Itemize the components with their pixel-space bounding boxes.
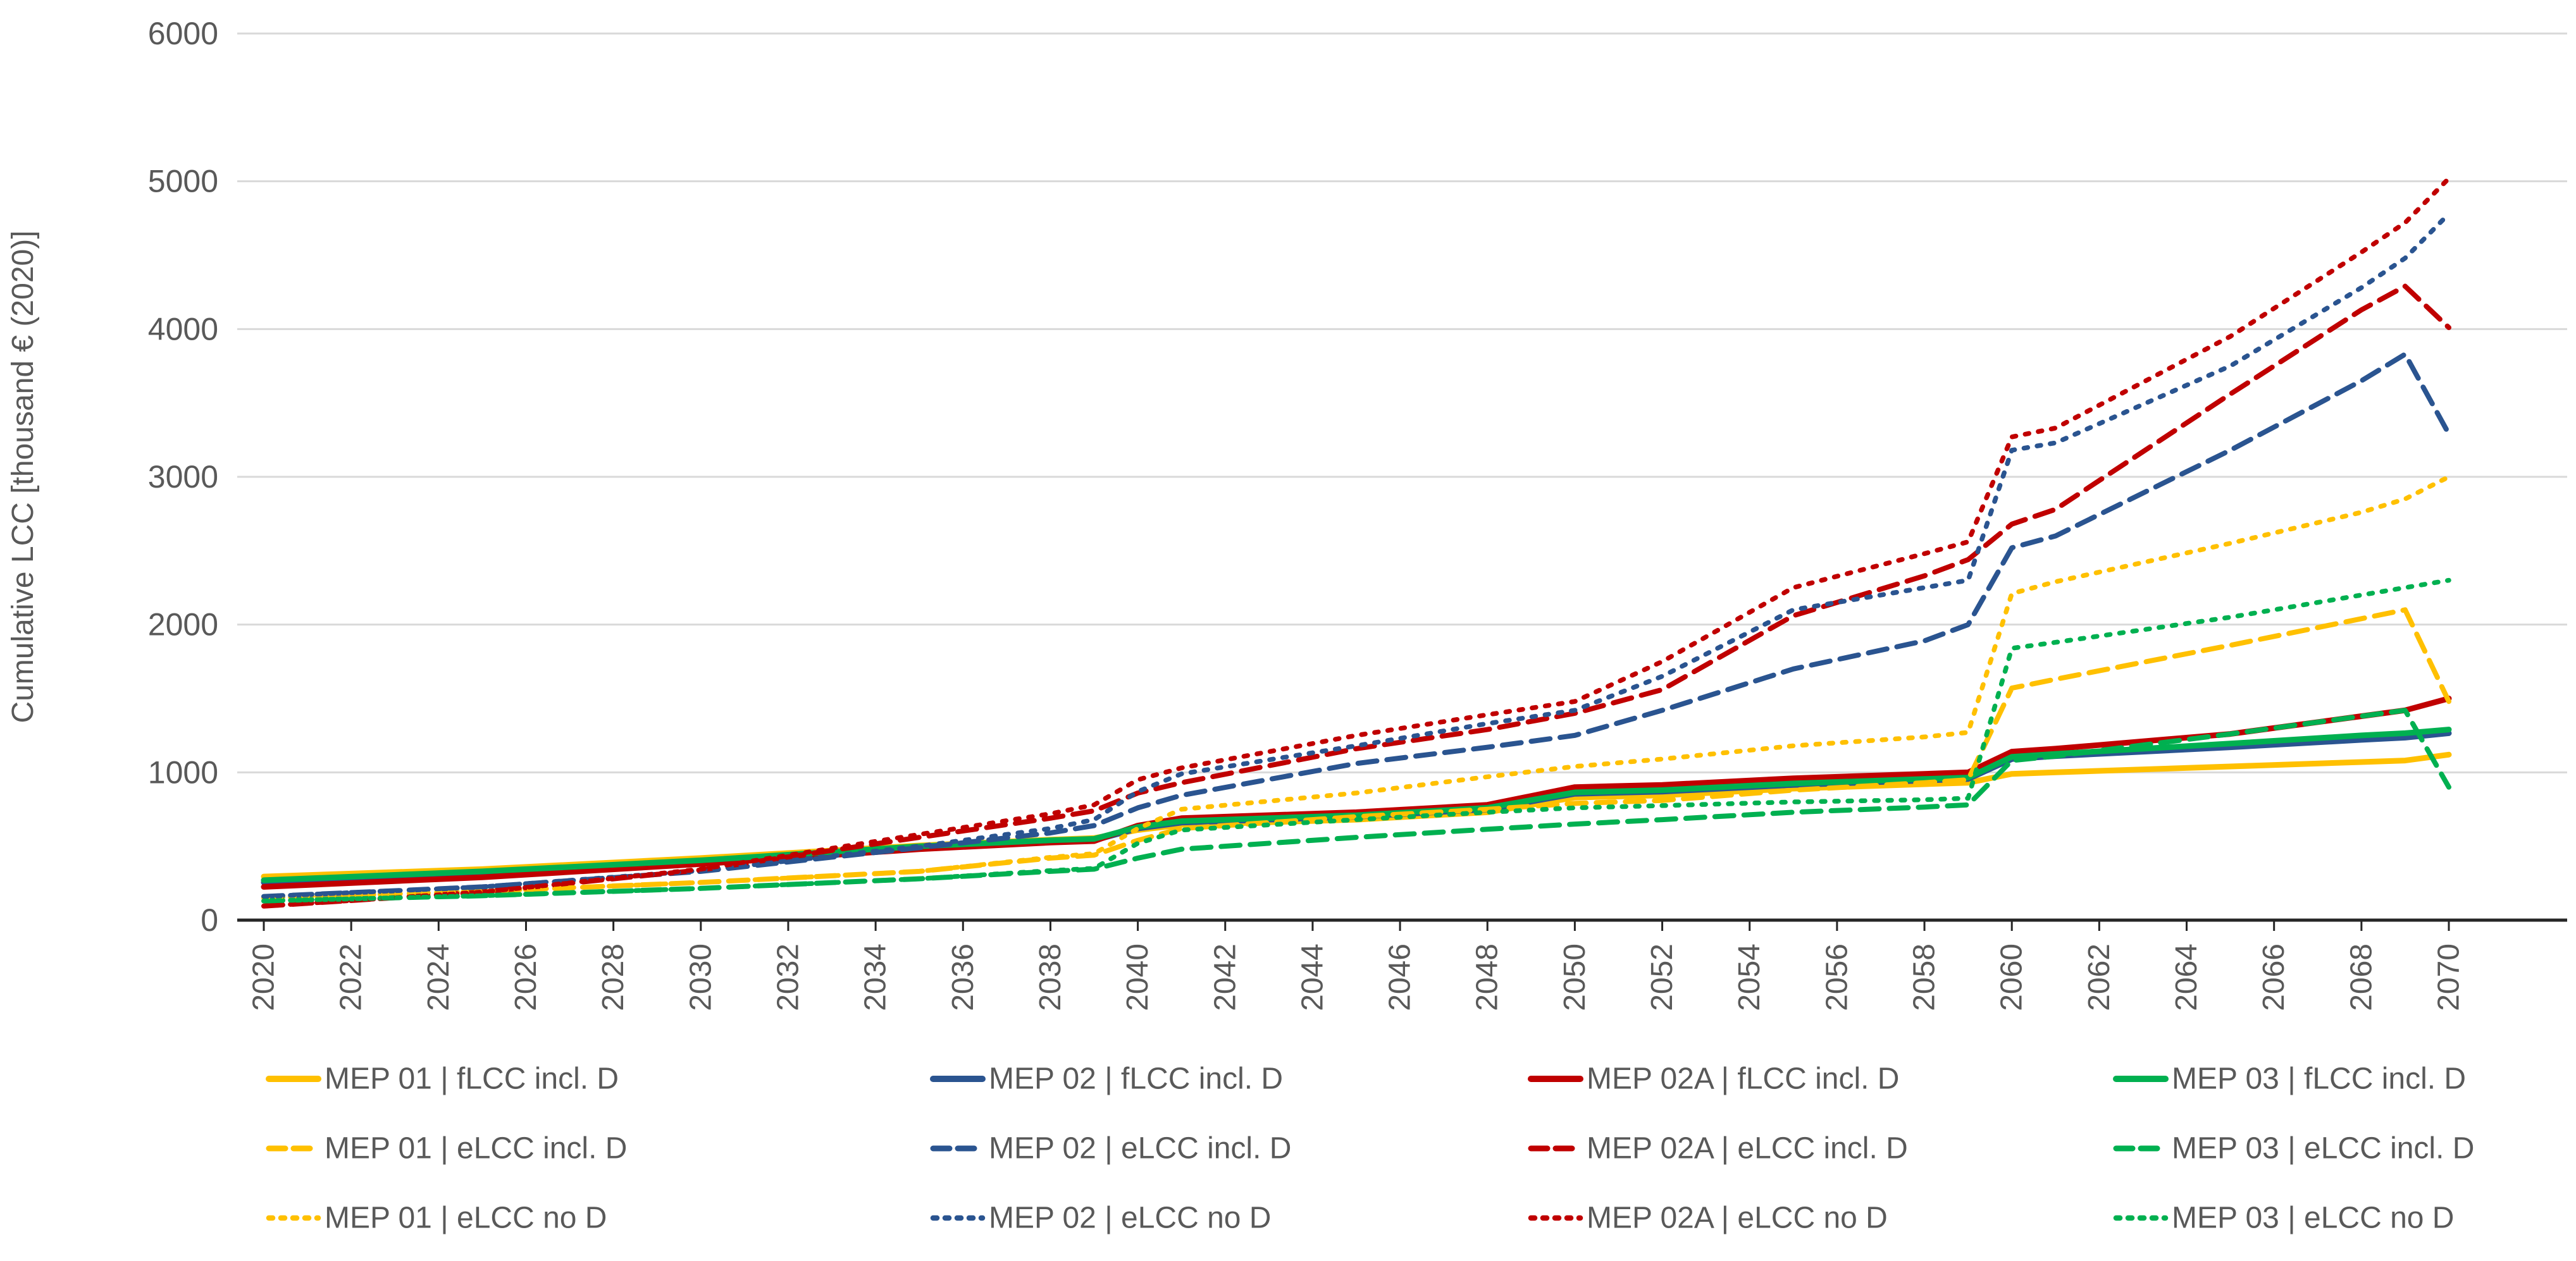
series-line-mep-02-flcc-incl-d[interactable] bbox=[261, 730, 2452, 885]
x-tick-label-2064: 2064 bbox=[2170, 944, 2203, 1011]
y-axis-title: Cumulative LCC [thousand € (2020)] bbox=[6, 230, 40, 723]
y-axis-tick-labels: 0 1000 2000 3000 4000 5000 6000 bbox=[148, 16, 218, 938]
x-tick-label-2034: 2034 bbox=[859, 944, 893, 1011]
x-tick-label-2020: 2020 bbox=[247, 944, 281, 1011]
legend-item-mep-03-flcc-incl-d[interactable]: MEP 03 | fLCC incl. D bbox=[2113, 1062, 2466, 1096]
x-tick-label-2040: 2040 bbox=[1121, 944, 1155, 1011]
x-tick-label-2054: 2054 bbox=[1733, 944, 1766, 1011]
legend-item-mep-02a-elcc-incl-d[interactable]: MEP 02A | eLCC incl. D bbox=[1528, 1132, 1908, 1166]
gridlines bbox=[237, 32, 2567, 922]
x-tick-label-2058: 2058 bbox=[1908, 944, 1941, 1011]
legend-label: MEP 01 | fLCC incl. D bbox=[325, 1062, 619, 1096]
legend-item-mep-02a-flcc-incl-d[interactable]: MEP 02A | fLCC incl. D bbox=[1528, 1062, 1899, 1096]
legend-label: MEP 01 | eLCC incl. D bbox=[325, 1132, 627, 1166]
x-tick-label-2024: 2024 bbox=[422, 944, 455, 1011]
legend: MEP 01 | fLCC incl. D MEP 02 | fLCC incl.… bbox=[266, 1062, 2474, 1235]
legend-label: MEP 02 | eLCC incl. D bbox=[989, 1132, 1291, 1166]
series-line-mep-03-elcc-incl-d[interactable] bbox=[261, 708, 2451, 904]
x-tick-label-2042: 2042 bbox=[1208, 944, 1242, 1011]
legend-label: MEP 03 | eLCC no D bbox=[2172, 1202, 2454, 1235]
x-tick-label-2038: 2038 bbox=[1034, 944, 1067, 1011]
series-line-mep-03-flcc-incl-d[interactable] bbox=[261, 727, 2452, 883]
legend-item-mep-01-elcc-incl-d[interactable]: MEP 01 | eLCC incl. D bbox=[266, 1132, 627, 1166]
y-tick-label-6000: 6000 bbox=[148, 16, 218, 51]
legend-label: MEP 02 | eLCC no D bbox=[989, 1202, 1271, 1235]
y-tick-label-5000: 5000 bbox=[148, 164, 218, 199]
x-tick-label-2070: 2070 bbox=[2432, 944, 2466, 1011]
x-axis: 2020 2022 2024 2026 2028 2030 2032 2034 2036 2038… bbox=[247, 920, 2466, 1011]
legend-label: MEP 02A | eLCC incl. D bbox=[1587, 1132, 1908, 1166]
legend-label: MEP 02A | eLCC no D bbox=[1587, 1202, 1888, 1235]
x-tick-label-2056: 2056 bbox=[1820, 944, 1854, 1011]
series-lines bbox=[261, 176, 2452, 909]
legend-item-mep-03-elcc-incl-d[interactable]: MEP 03 | eLCC incl. D bbox=[2113, 1132, 2474, 1166]
x-tick-label-2046: 2046 bbox=[1384, 944, 1417, 1011]
series-line-mep-03-elcc-no-d[interactable] bbox=[261, 577, 2451, 904]
x-tick-label-2030: 2030 bbox=[684, 944, 717, 1011]
x-tick-label-2068: 2068 bbox=[2344, 944, 2378, 1011]
series-line-mep-02a-elcc-no-d[interactable] bbox=[261, 176, 2451, 909]
series-line-mep-02-elcc-incl-d[interactable] bbox=[261, 352, 2451, 899]
legend-item-mep-02a-elcc-no-d[interactable]: MEP 02A | eLCC no D bbox=[1528, 1202, 1888, 1235]
series-line-mep-01-elcc-incl-d[interactable] bbox=[261, 607, 2451, 901]
legend-item-mep-02-elcc-no-d[interactable]: MEP 02 | eLCC no D bbox=[930, 1202, 1271, 1235]
x-tick-label-2060: 2060 bbox=[1995, 944, 2029, 1011]
x-tick-label-2050: 2050 bbox=[1558, 944, 1592, 1011]
legend-label: MEP 03 | fLCC incl. D bbox=[2172, 1062, 2466, 1096]
x-tick-label-2044: 2044 bbox=[1296, 944, 1329, 1011]
legend-item-mep-02-flcc-incl-d[interactable]: MEP 02 | fLCC incl. D bbox=[930, 1062, 1283, 1096]
series-line-mep-01-elcc-no-d[interactable] bbox=[261, 474, 2451, 901]
y-tick-label-4000: 4000 bbox=[148, 311, 218, 347]
y-tick-label-0: 0 bbox=[201, 902, 218, 938]
x-tick-label-2028: 2028 bbox=[597, 944, 630, 1011]
x-tick-label-2032: 2032 bbox=[771, 944, 805, 1011]
x-tick-label-2062: 2062 bbox=[2083, 944, 2116, 1011]
x-tick-label-2036: 2036 bbox=[946, 944, 980, 1011]
x-tick-label-2026: 2026 bbox=[509, 944, 543, 1011]
legend-label: MEP 02 | fLCC incl. D bbox=[989, 1062, 1283, 1096]
y-tick-label-2000: 2000 bbox=[148, 607, 218, 643]
y-axis: Cumulative LCC [thousand € (2020)] 0 1000… bbox=[6, 16, 218, 938]
x-tick-label-2048: 2048 bbox=[1471, 944, 1504, 1011]
x-tick-label-2022: 2022 bbox=[335, 944, 368, 1011]
series-line-mep-02a-elcc-incl-d[interactable] bbox=[261, 283, 2451, 909]
y-tick-label-3000: 3000 bbox=[148, 459, 218, 495]
series-line-mep-02-elcc-no-d[interactable] bbox=[261, 211, 2451, 899]
legend-item-mep-01-elcc-no-d[interactable]: MEP 01 | eLCC no D bbox=[266, 1202, 607, 1235]
legend-item-mep-03-elcc-no-d[interactable]: MEP 03 | eLCC no D bbox=[2113, 1202, 2454, 1235]
legend-label: MEP 03 | eLCC incl. D bbox=[2172, 1132, 2474, 1166]
legend-item-mep-01-flcc-incl-d[interactable]: MEP 01 | fLCC incl. D bbox=[266, 1062, 619, 1096]
y-tick-label-1000: 1000 bbox=[148, 754, 218, 790]
legend-label: MEP 02A | fLCC incl. D bbox=[1587, 1062, 1899, 1096]
legend-item-mep-02-elcc-incl-d[interactable]: MEP 02 | eLCC incl. D bbox=[930, 1132, 1291, 1166]
legend-label: MEP 01 | eLCC no D bbox=[325, 1202, 607, 1235]
x-tick-label-2066: 2066 bbox=[2257, 944, 2291, 1011]
x-tick-label-2052: 2052 bbox=[1645, 944, 1679, 1011]
